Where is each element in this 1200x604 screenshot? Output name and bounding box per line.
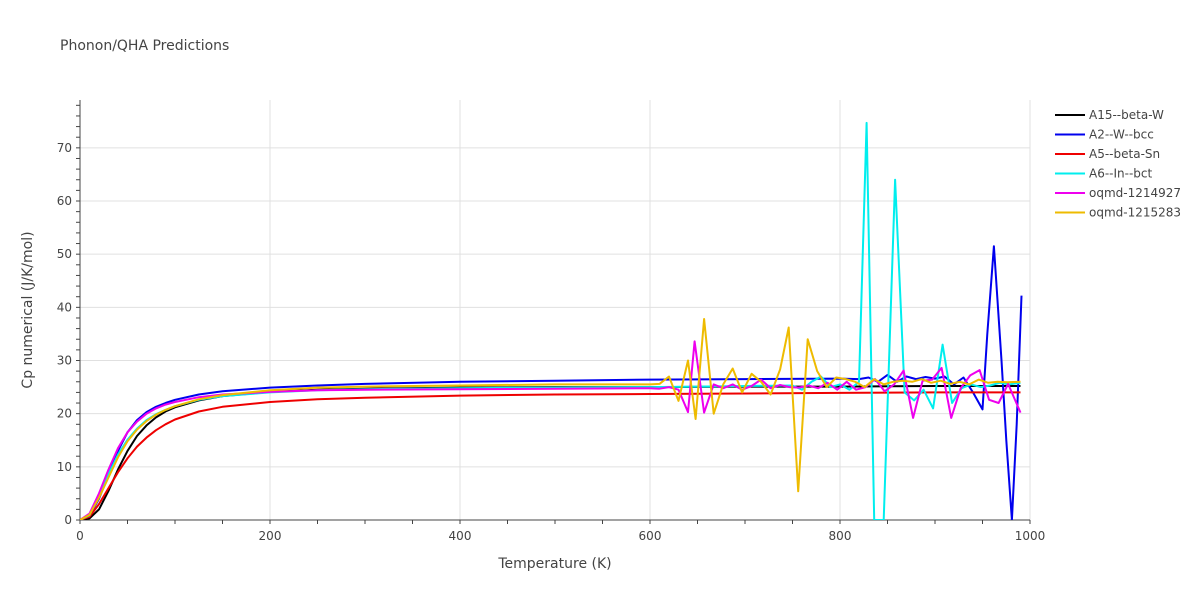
- x-axis-label: Temperature (K): [497, 556, 611, 572]
- x-tick-label: 1000: [1015, 529, 1046, 543]
- legend-label: A15--beta-W: [1089, 108, 1164, 122]
- legend: A15--beta-W A2--W--bcc A5--beta-Sn A6--In--…: [1055, 108, 1181, 220]
- series-line-oqmd-1214927: [80, 340, 1022, 520]
- x-tick-label: 800: [829, 529, 852, 543]
- x-tick-label: 600: [639, 529, 662, 543]
- legend-label: A2--W--bcc: [1089, 128, 1154, 142]
- x-tick-label: 0: [76, 529, 84, 543]
- x-tick-label: 400: [449, 529, 472, 543]
- y-tick-label: 0: [64, 513, 72, 527]
- series-line-A6--In--bct: [80, 121, 1021, 520]
- legend-label: oqmd-1215283: [1089, 206, 1181, 220]
- y-tick-label: 10: [57, 460, 72, 474]
- series-line-A2--W--bcc: [80, 245, 1023, 520]
- y-tick-label: 60: [57, 194, 72, 208]
- series-line-A5--beta-Sn: [80, 391, 1021, 520]
- y-tick-label: 70: [57, 141, 72, 155]
- plot-area: [80, 121, 1023, 520]
- series-line-oqmd-1215283: [80, 318, 1021, 520]
- y-tick-label: 40: [57, 300, 72, 314]
- legend-label: A6--In--bct: [1089, 167, 1153, 181]
- chart-title: Phonon/QHA Predictions: [60, 38, 229, 54]
- y-axis-label: Cp numerical (J/K/mol): [20, 231, 36, 388]
- y-tick-label: 20: [57, 407, 72, 421]
- grid: [80, 100, 1031, 520]
- x-tick-label: 200: [259, 529, 282, 543]
- axes: 0 200 400 600 800 1000 0 10 20 30 40 50 60 70: [57, 100, 1046, 543]
- legend-label: oqmd-1214927: [1089, 186, 1181, 200]
- legend-label: A5--beta-Sn: [1089, 147, 1160, 161]
- y-tick-label: 30: [57, 354, 72, 368]
- y-tick-label: 50: [57, 247, 72, 261]
